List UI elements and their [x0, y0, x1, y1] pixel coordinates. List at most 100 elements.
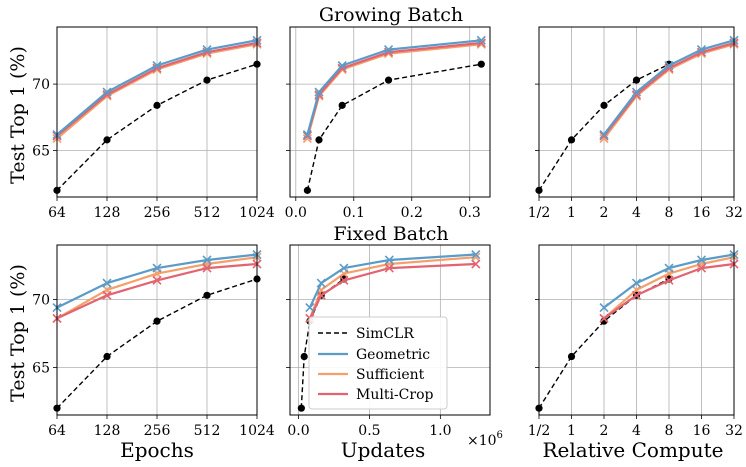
point-geometric	[696, 45, 707, 55]
x-tick-label: 512	[194, 205, 221, 221]
x-tick-label: 8	[665, 423, 674, 439]
x-tick-label: 0.0	[285, 205, 307, 221]
x-tick-label: 16	[693, 423, 711, 439]
x-tick-label: 1	[567, 423, 576, 439]
point-multicrop	[631, 290, 642, 300]
point-simclr	[103, 352, 111, 361]
point-multicrop	[152, 275, 162, 285]
point-geometric	[631, 87, 642, 97]
point-multicrop	[471, 259, 481, 269]
point-geometric	[599, 130, 609, 140]
legend-label-simclr: SimCLR	[356, 326, 414, 342]
panel-frame	[56, 26, 258, 198]
point-geometric	[384, 255, 394, 265]
legend-label-multi-crop: Multi-Crop	[356, 387, 433, 403]
x-tick-label: 4	[632, 205, 641, 221]
x-tick-label: 2	[600, 423, 609, 439]
y-tick-label: 70	[32, 292, 50, 308]
legend-entry-multi-crop: Multi-Crop	[318, 387, 433, 403]
point-multicrop	[302, 131, 312, 141]
point-geometric	[664, 60, 674, 71]
title-growing-batch: Growing Batch	[319, 4, 463, 26]
point-geometric	[302, 130, 312, 140]
point-geometric	[102, 278, 112, 288]
panel-frame	[289, 244, 491, 416]
title-fixed-batch: Fixed Batch	[333, 223, 448, 245]
point-geometric	[202, 255, 212, 265]
y-tick-label: 65	[32, 144, 50, 160]
point-geometric	[471, 249, 481, 260]
point-simclr	[103, 136, 111, 144]
panel-growing-compute: 1/2 1 2 4 8 16 32	[528, 26, 743, 221]
x-tick-label: 8	[665, 205, 674, 221]
legend-entry-simclr: SimCLR	[318, 326, 414, 342]
x-tick-label: 256	[144, 423, 171, 439]
point-multicrop	[599, 313, 609, 324]
x-tick-label: 0.3	[459, 205, 481, 221]
point-geometric	[152, 263, 162, 273]
x-multiplier-exponent: 6	[497, 430, 503, 441]
point-simclr	[153, 101, 161, 109]
point-simclr	[632, 76, 641, 84]
legend-entry-geometric: Geometric	[318, 347, 430, 363]
xlabel-updates: Updates	[341, 438, 426, 462]
point-geometric	[631, 278, 642, 288]
x-tick-label: 16	[693, 205, 711, 221]
point-geometric	[316, 278, 326, 288]
ylabel-bottom: Test Top 1 (%)	[7, 264, 29, 402]
x-tick-label: 32	[725, 205, 743, 221]
point-multicrop	[664, 275, 674, 285]
x-tick-label: 0.5	[358, 423, 380, 439]
point-geometric	[337, 60, 347, 71]
panel-frame	[289, 26, 491, 198]
series-line-simclr	[306, 63, 482, 191]
x-multiplier-label: ×106	[467, 430, 503, 449]
point-multicrop	[664, 63, 674, 73]
point-geometric	[696, 255, 707, 265]
x-tick-label: 64	[48, 205, 66, 221]
point-simclr	[567, 352, 576, 361]
point-geometric	[314, 87, 324, 97]
point-simclr	[153, 317, 161, 325]
panel-fixed-epochs: 64 128 256 512 1024 65 70	[32, 244, 275, 439]
x-tick-label: 32	[725, 423, 743, 439]
point-geometric	[383, 45, 394, 55]
panel-fixed-compute: 1/2 1 2 4 8 16 32	[528, 244, 743, 439]
point-simclr	[203, 76, 211, 84]
point-simclr	[338, 101, 346, 109]
point-multicrop	[102, 290, 112, 300]
series-line-multicrop	[306, 41, 482, 137]
point-geometric	[305, 302, 315, 313]
y-tick-label: 70	[32, 77, 50, 93]
point-geometric	[339, 263, 349, 273]
point-simclr	[477, 60, 485, 68]
series-line-geometric	[306, 39, 482, 135]
panel-growing-updates: 0.0 0.1 0.2 0.3	[285, 26, 491, 221]
series-line-sufficient	[306, 43, 482, 139]
series-line-simclr	[300, 278, 345, 409]
point-sufficient	[599, 133, 609, 144]
point-simclr	[567, 136, 576, 144]
xlabel-epochs: Epochs	[120, 438, 194, 462]
ylabel-top: Test Top 1 (%)	[7, 46, 29, 184]
x-tick-label: 1/2	[528, 423, 551, 439]
x-tick-label: 0.0	[287, 423, 309, 439]
legend-entry-sufficient: Sufficient	[318, 367, 425, 383]
legend-label-sufficient: Sufficient	[356, 367, 425, 383]
point-simclr	[600, 101, 608, 109]
point-multicrop	[384, 263, 394, 273]
point-multicrop	[339, 275, 349, 285]
legend-label-geometric: Geometric	[356, 347, 430, 363]
x-tick-label: 4	[632, 423, 641, 439]
x-tick-label: 1024	[239, 205, 275, 221]
point-simclr	[384, 76, 393, 84]
point-multicrop	[696, 263, 707, 273]
y-tick-label: 65	[32, 360, 50, 376]
point-multicrop	[631, 90, 642, 100]
legend: SimCLR Geometric Sufficient Multi-Crop	[308, 316, 448, 410]
point-simclr	[303, 186, 311, 194]
point-sufficient	[302, 133, 312, 144]
panel-frame	[538, 244, 735, 416]
point-simclr	[203, 291, 211, 299]
point-multicrop	[599, 131, 609, 141]
